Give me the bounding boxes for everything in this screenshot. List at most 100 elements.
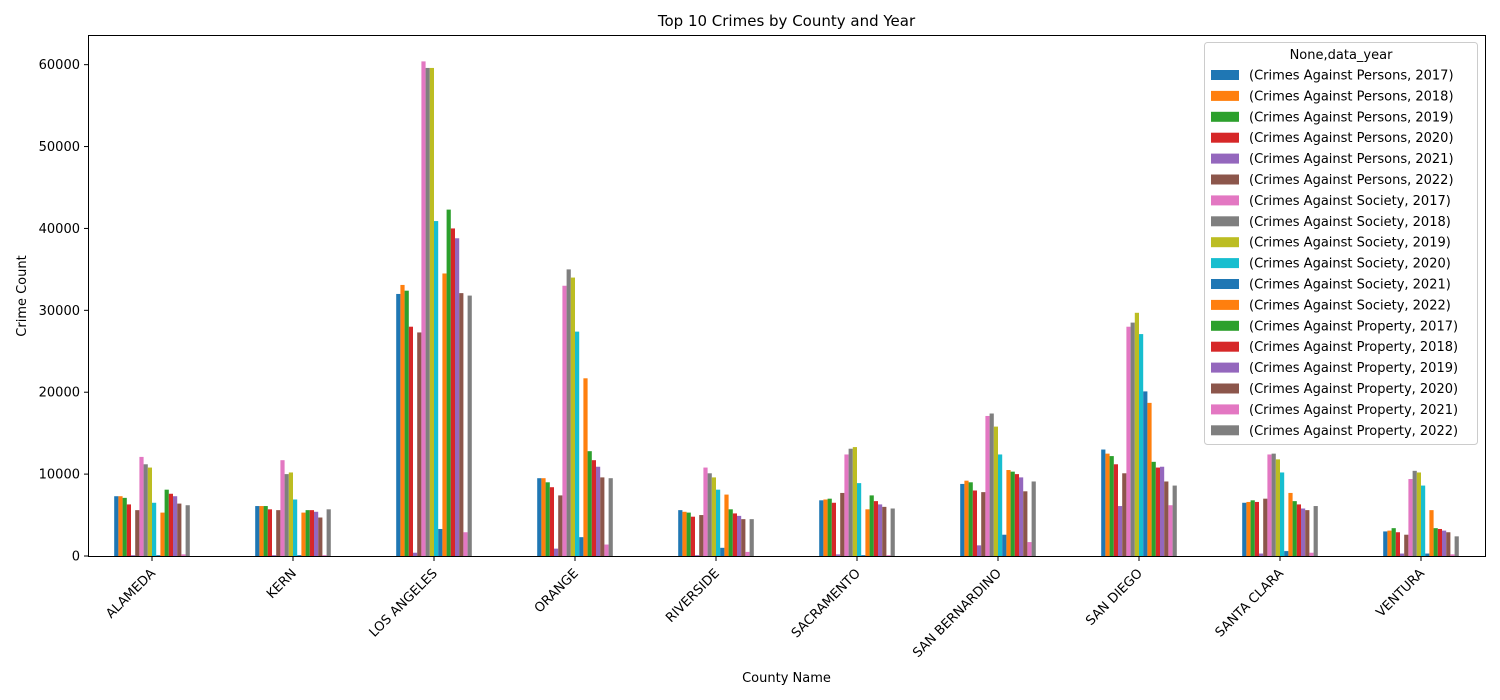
y-tick-label: 40000 [39,222,80,237]
chart-title: Top 10 Crimes by County and Year [657,12,916,30]
bar [413,552,418,556]
bar [1400,553,1405,556]
bar [442,273,447,556]
bar [554,548,559,556]
bar [1425,553,1430,556]
bar [185,505,190,556]
bar [579,537,584,556]
bar [1442,530,1447,556]
bar [1031,481,1036,556]
bar [1446,532,1451,556]
bar [1113,464,1118,556]
bar [878,504,883,556]
bar [827,498,832,556]
bar [1002,534,1007,556]
legend-label: (Crimes Against Society, 2022) [1249,298,1451,313]
legend-label: (Crimes Against Persons, 2022) [1249,173,1454,188]
bar [1139,334,1144,556]
bar [1429,510,1434,556]
bar [1383,531,1388,556]
legend-label: (Crimes Against Property, 2020) [1249,382,1458,397]
y-tick-label: 60000 [39,58,80,73]
x-tick-label: RIVERSIDE [663,566,723,626]
bar [1280,472,1285,556]
legend-swatch [1211,299,1239,310]
legend-swatch [1211,132,1239,143]
legend-label: (Crimes Against Society, 2021) [1249,278,1451,293]
bar [284,474,289,556]
y-tick-label: 30000 [39,304,80,319]
bar [1395,532,1400,556]
bar [707,473,712,556]
bar [276,510,281,556]
x-tick-label: SAN BERNARDINO [910,566,1005,661]
bar [960,483,965,556]
bar [890,508,895,556]
bar [861,555,866,556]
legend-label: (Crimes Against Persons, 2017) [1249,69,1454,84]
bar [1391,528,1396,556]
bar [1246,501,1251,556]
legend-label: (Crimes Against Society, 2017) [1249,194,1451,209]
legend-swatch [1211,237,1239,248]
legend-label: (Crimes Against Property, 2021) [1249,403,1458,418]
bar [160,512,165,556]
y-axis: 0 10000 20000 30000 40000 50000 60000 [39,58,89,565]
bar [463,532,468,556]
bar [131,555,136,556]
bar [314,511,319,556]
legend-swatch [1211,279,1239,289]
legend-swatch [1211,320,1239,331]
bar [1288,492,1293,556]
bar [857,483,862,556]
bar [886,555,891,556]
bar [1271,453,1276,556]
bar [267,509,272,556]
bar [575,331,580,556]
bar [417,332,422,556]
bar [1267,454,1272,556]
bar [587,451,592,556]
bar [745,551,750,556]
bar [823,499,828,556]
bar [173,496,178,556]
bar [1023,491,1028,556]
bar [152,502,157,556]
legend-swatch [1211,90,1239,101]
bar [1010,471,1015,556]
bar [446,209,451,557]
bar [467,295,472,556]
bar [1242,502,1247,556]
legend-swatch [1211,111,1239,122]
legend-swatch [1211,341,1239,352]
bar [1155,467,1160,556]
x-tick-label: ALAMEDA [103,566,159,622]
bar [591,460,596,556]
bar [840,492,845,556]
bar [293,499,298,556]
bar [135,510,140,556]
bar [600,477,605,556]
x-tick-label: SACRAMENTO [789,566,864,641]
legend-label: (Crimes Against Property, 2019) [1249,361,1458,376]
x-tick-label: VENTURA [1374,566,1428,620]
bar [844,454,849,556]
bar [848,448,853,556]
bar [690,516,695,556]
y-tick-label: 10000 [39,468,80,483]
bar [1134,312,1139,556]
bar [1263,498,1268,556]
bar [993,426,998,556]
legend-label: (Crimes Against Property, 2022) [1249,424,1458,439]
bar [404,290,409,556]
bar [699,515,704,556]
bar [425,67,430,556]
bar [989,413,994,556]
bar [703,467,708,556]
bar [1259,553,1264,556]
bar [1118,506,1123,556]
bar [537,478,542,556]
bar [1172,485,1177,556]
bar [562,285,567,556]
bar [297,555,302,556]
